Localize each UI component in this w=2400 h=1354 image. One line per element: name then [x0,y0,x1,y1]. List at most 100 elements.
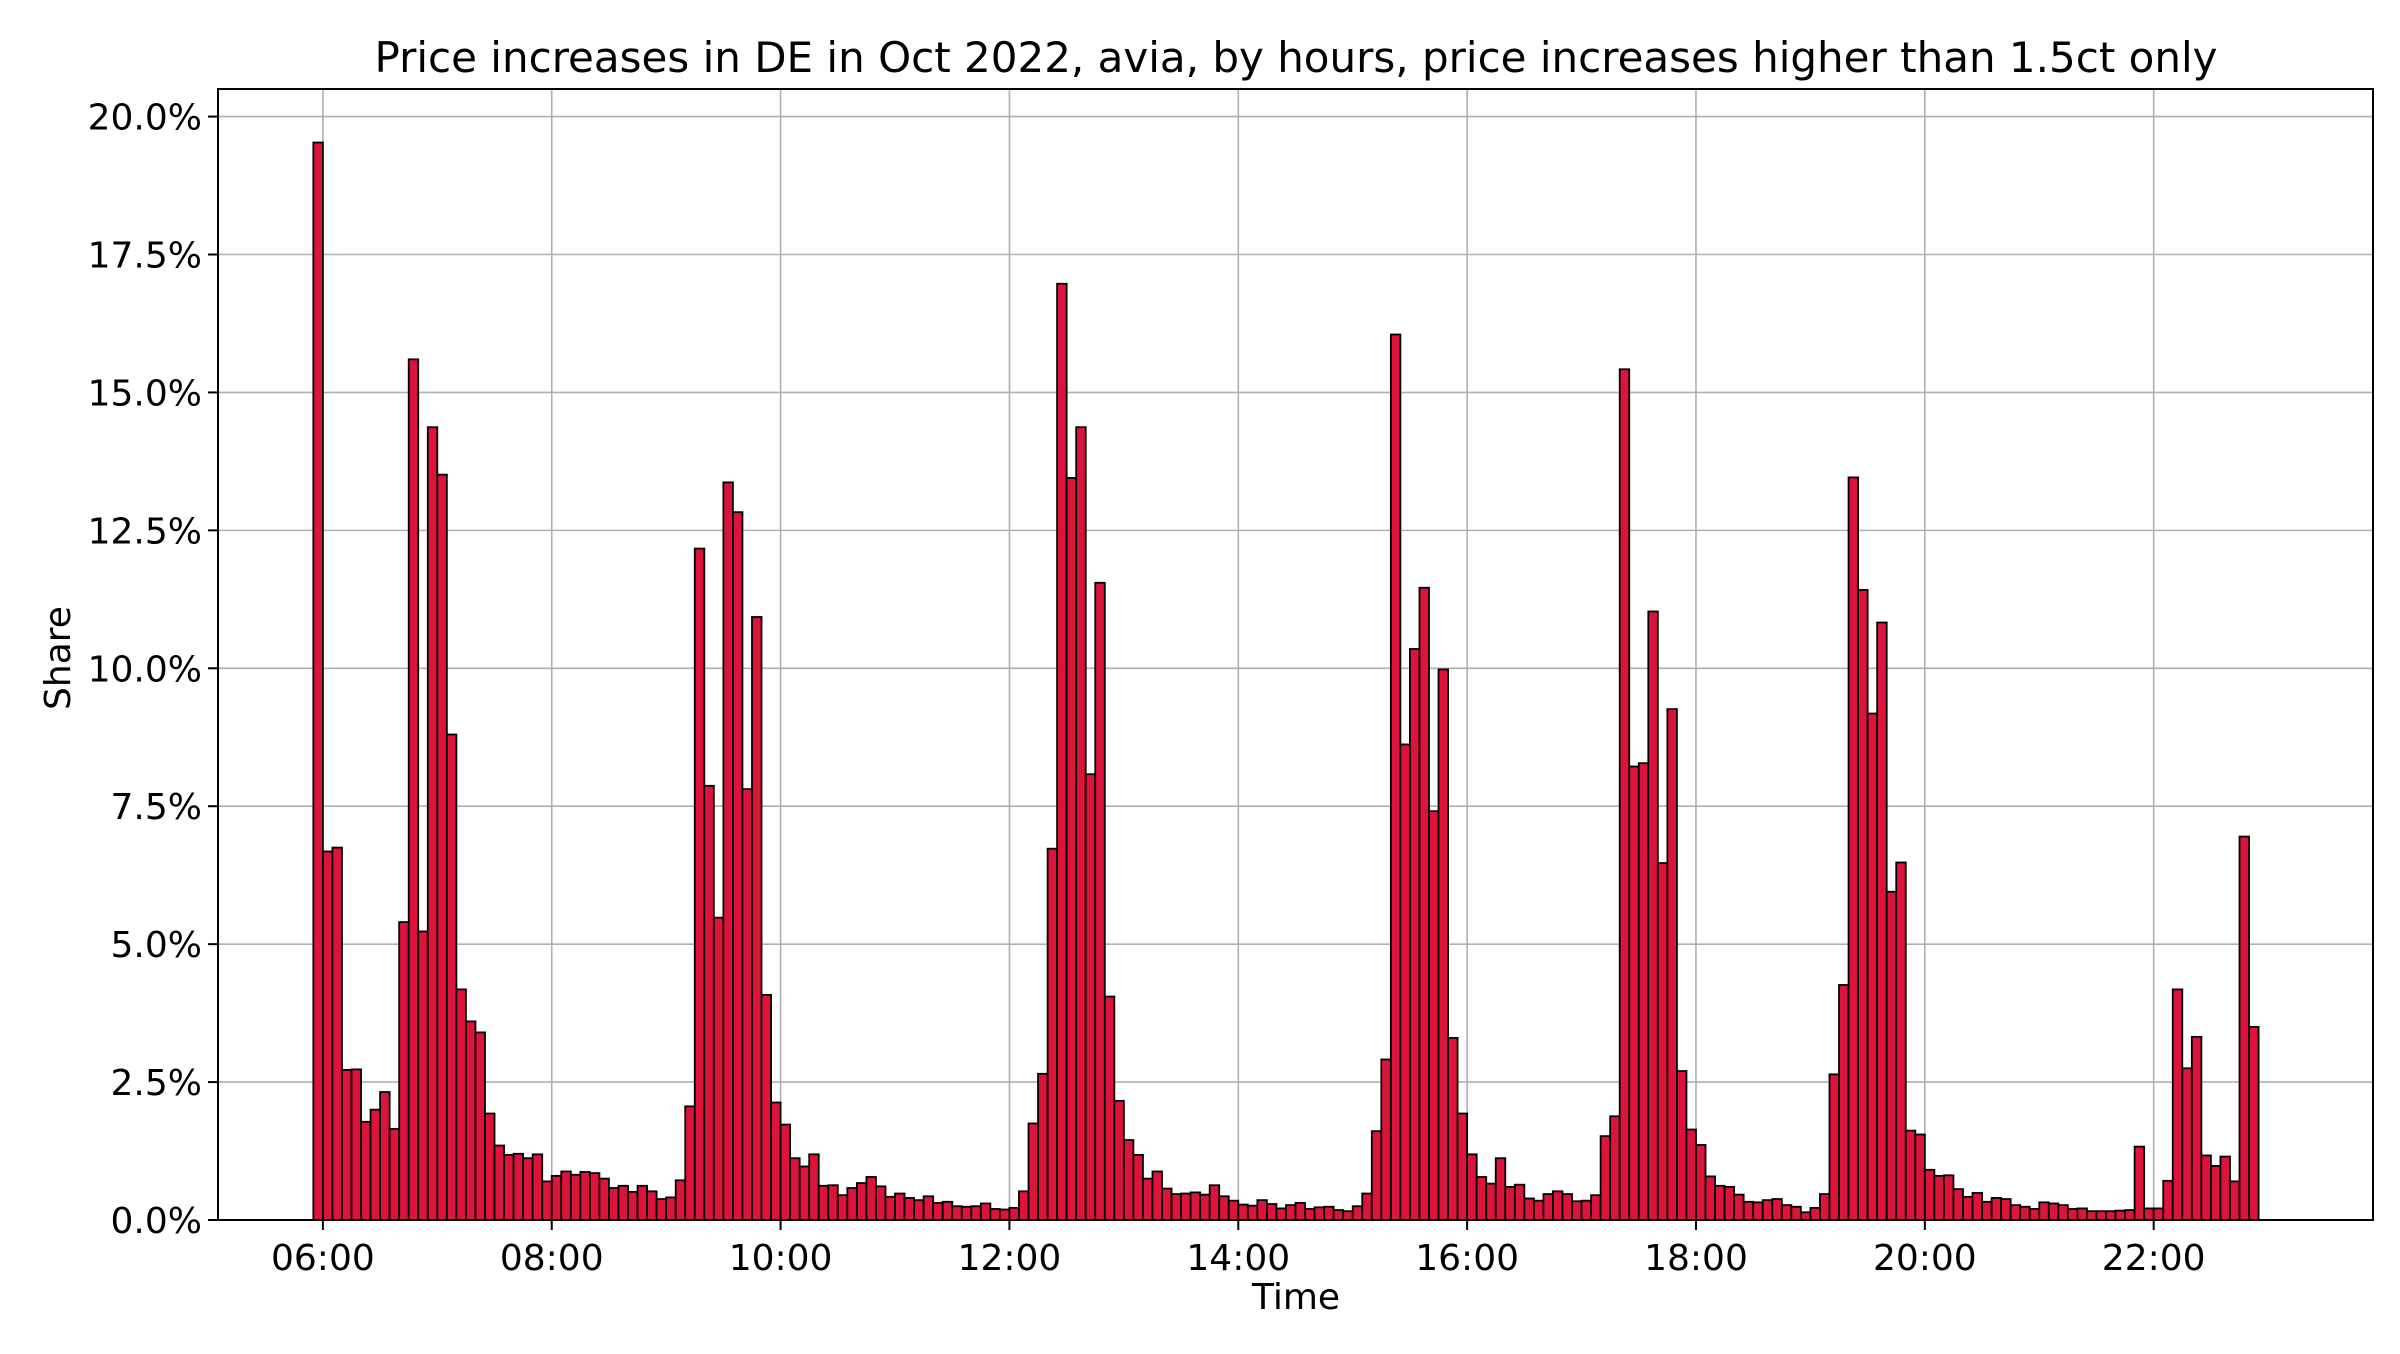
bar [1351,1205,1364,1221]
bar [1056,282,1068,1221]
bar [2248,1026,2260,1221]
bar [2143,1207,2155,1221]
y-tick-label: 20.0% [88,98,202,139]
bar [913,1199,925,1221]
bar [655,1198,668,1221]
x-tick-label: 20:00 [1873,1238,1977,1279]
bar [1532,1199,1545,1221]
bar [1952,1188,1964,1221]
bar [455,988,467,1221]
bar [1237,1203,1249,1221]
bar [693,547,706,1221]
bar [1552,1190,1564,1221]
bar [1857,589,1869,1221]
bar [970,1205,982,1221]
bar [865,1176,877,1221]
bar [2047,1202,2060,1221]
bar [1294,1201,1306,1221]
bar [617,1184,629,1221]
bar [1065,477,1078,1221]
bar [445,733,458,1221]
bar [1218,1195,1230,1221]
bar [760,994,772,1221]
bar [1542,1193,1554,1221]
bar [1647,610,1659,1221]
bar [1342,1210,1354,1221]
bar [2057,1204,2069,1221]
x-tick-label: 22:00 [2102,1238,2206,1279]
bar [512,1152,525,1221]
bar [1142,1177,1154,1221]
bar [2000,1198,2012,1221]
bar [484,1112,496,1221]
bar [1437,668,1449,1221]
bar [2152,1207,2165,1221]
bar [999,1208,1011,1221]
bar [1304,1208,1316,1221]
bar [1475,1176,1488,1221]
bar [1523,1197,1535,1221]
y-tick-label: 15.0% [88,373,202,414]
bar [1409,648,1421,1221]
bar [465,1020,477,1221]
bar [1885,890,1898,1221]
y-tick-label: 10.0% [88,649,202,690]
bar [341,1069,353,1221]
bar [627,1190,639,1221]
bar [608,1187,620,1221]
bar [951,1205,963,1221]
bar [331,846,343,1221]
bar [1199,1193,1211,1221]
bar [1866,712,1879,1221]
x-tick-label: 18:00 [1644,1238,1748,1279]
bar [1733,1193,1745,1221]
bar [1227,1199,1240,1221]
bar [569,1173,582,1221]
bar [2133,1145,2146,1221]
bar [579,1171,591,1221]
bar [674,1179,687,1221]
bar [1666,708,1678,1221]
bar [2066,1208,2079,1221]
bar [1151,1170,1163,1221]
bar [598,1177,610,1221]
bar [779,1123,792,1221]
y-tick-label: 17.5% [88,236,202,277]
bar [1161,1187,1173,1221]
bar [1447,1037,1459,1221]
bar [1285,1204,1297,1221]
bar [1246,1204,1259,1221]
bar [369,1108,382,1221]
bar [1513,1183,1526,1221]
bar [2209,1165,2222,1221]
bar [836,1194,849,1221]
bar [360,1120,372,1221]
bar [1075,426,1087,1221]
bar [1380,1058,1392,1221]
bar [1466,1153,1478,1221]
bar [493,1144,505,1221]
bar [1027,1122,1039,1221]
bar [903,1197,915,1221]
bar [884,1195,896,1221]
bar [722,481,734,1221]
x-tick-label: 14:00 [1186,1238,1290,1279]
bar [2095,1210,2107,1221]
bar [932,1201,944,1221]
bar [436,473,448,1221]
bar [1590,1194,1602,1221]
bar [2028,1208,2041,1221]
bar [989,1208,1001,1221]
bar [1618,368,1631,1221]
plot-frame [217,88,2374,1221]
bar [2105,1210,2117,1221]
bar [407,358,420,1221]
bar [2019,1205,2031,1221]
y-axis-label: Share [38,606,79,710]
bar [1990,1197,2003,1221]
bar [770,1101,782,1221]
bar [1485,1182,1497,1221]
bar [2190,1035,2203,1221]
bar [960,1205,973,1221]
bar [1780,1204,1793,1221]
